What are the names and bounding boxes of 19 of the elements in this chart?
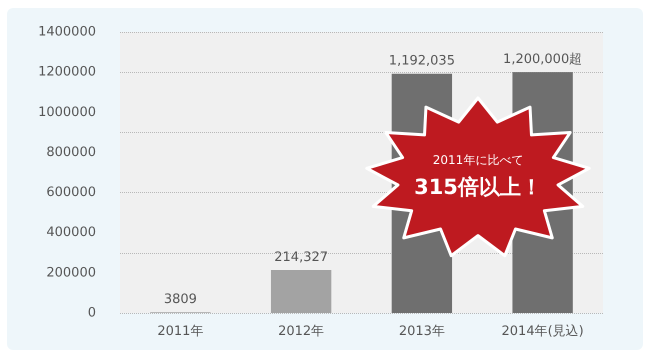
y-tick-label: 1000000 <box>38 104 96 120</box>
x-tick-label: 2013年 <box>398 324 445 339</box>
x-tick-label: 2014年(見込) <box>502 324 584 339</box>
y-tick-label: 1200000 <box>38 64 96 80</box>
y-tick-label: 600000 <box>46 185 96 200</box>
annotation: 315倍以上！ <box>414 175 542 199</box>
data-label: 214,327 <box>274 250 328 265</box>
data-label: 1,192,035 <box>388 54 455 69</box>
y-tick-label: 400000 <box>46 225 96 240</box>
y-tick-label: 800000 <box>46 144 96 160</box>
y-tick-label: 200000 <box>46 265 96 280</box>
bar <box>270 270 332 313</box>
x-tick-label: 2011年 <box>157 324 204 339</box>
data-label: 3809 <box>164 292 197 308</box>
y-tick-label: 1400000 <box>38 24 96 40</box>
y-tick-label: 0 <box>88 306 96 320</box>
data-label: 1,200,000超 <box>503 52 582 68</box>
annotation: 2011年に比べて <box>432 153 524 167</box>
x-tick-label: 2012年 <box>278 324 324 339</box>
